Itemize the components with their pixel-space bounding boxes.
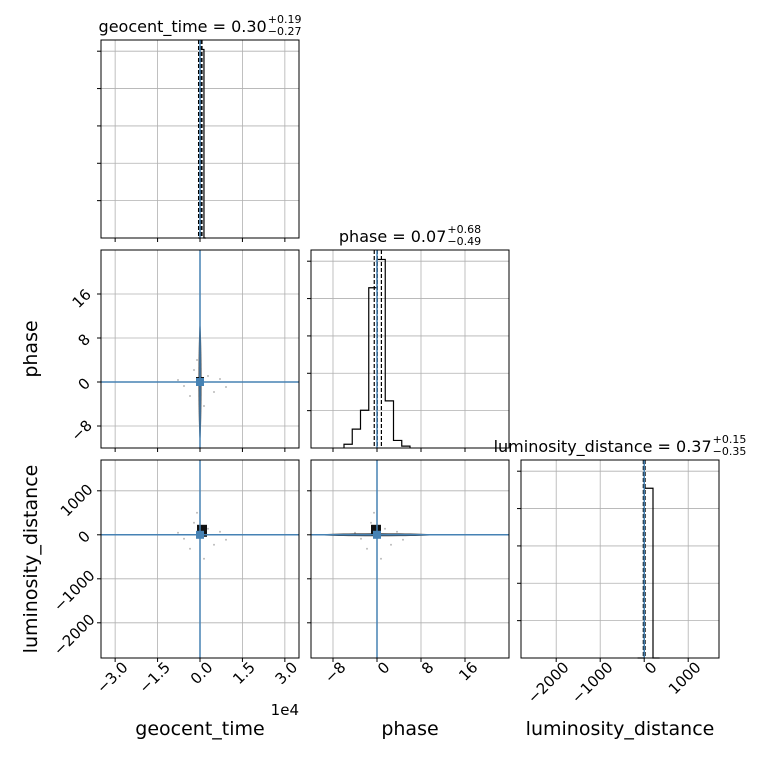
sample-point-geocent_time-phase-3 xyxy=(193,369,195,371)
sample-point-phase-luminosity_distance-9 xyxy=(354,531,356,534)
sample-point-geocent_time-phase-4 xyxy=(219,378,221,380)
title-minus-luminosity_distance: −0.35 xyxy=(713,445,747,458)
density-core-phase-luminosity_distance xyxy=(371,524,381,536)
xtick-label-luminosity_distance-2: 0 xyxy=(641,658,660,677)
sample-point-geocent_time-luminosity_distance-9 xyxy=(177,531,179,534)
title-luminosity_distance: luminosity_distance = 0.37 +0.15−0.35 xyxy=(494,433,747,458)
xtick-label-luminosity_distance-3: 1000 xyxy=(665,658,705,698)
sample-point-phase-luminosity_distance-6 xyxy=(380,557,382,560)
xtick-label-phase-1: 0 xyxy=(374,658,393,677)
sample-point-geocent_time-luminosity_distance-7 xyxy=(196,511,198,514)
title-geocent_time: geocent_time = 0.30 +0.19−0.27 xyxy=(99,13,302,38)
sample-point-geocent_time-luminosity_distance-0 xyxy=(207,527,209,530)
sample-point-phase-luminosity_distance-1 xyxy=(366,547,368,550)
truth-marker-geocent_time-phase xyxy=(196,378,204,386)
xtick-label-phase-3: 16 xyxy=(455,658,481,684)
title-phase: phase = 0.07 +0.68−0.49 xyxy=(339,223,481,248)
ytick-label-phase-3: 16 xyxy=(69,285,95,311)
sample-point-phase-luminosity_distance-2 xyxy=(390,543,392,546)
ytick-label-luminosity_distance-3: 1000 xyxy=(57,480,97,520)
panel-geocent_time-luminosity_distance xyxy=(97,459,300,662)
sample-point-geocent_time-phase-2 xyxy=(213,391,215,393)
xtick-label-phase-0: −8 xyxy=(321,658,349,686)
title-plus-phase: +0.68 xyxy=(447,223,481,236)
sample-point-phase-luminosity_distance-4 xyxy=(396,530,398,533)
sample-point-geocent_time-phase-9 xyxy=(177,379,179,381)
sample-point-geocent_time-luminosity_distance-6 xyxy=(203,557,205,560)
sample-point-phase-luminosity_distance-0 xyxy=(384,527,386,530)
hist-panel-phase xyxy=(307,249,510,452)
ytick-label-luminosity_distance-1: −1000 xyxy=(50,567,99,616)
xtick-label-luminosity_distance-0: −2000 xyxy=(524,658,573,707)
xlabel-geocent_time: geocent_time xyxy=(135,718,264,740)
sample-point-geocent_time-phase-1 xyxy=(189,395,191,397)
frame-phase xyxy=(310,249,510,449)
ylabel-phase: phase xyxy=(20,320,42,377)
sample-point-phase-luminosity_distance-8 xyxy=(402,538,404,541)
frame-geocent_time-phase xyxy=(100,249,300,449)
sample-point-geocent_time-phase-5 xyxy=(183,385,185,387)
xtick-label-luminosity_distance-1: −1000 xyxy=(568,658,617,707)
hist-panel-luminosity_distance xyxy=(517,459,720,662)
ytick-label-luminosity_distance-0: −2000 xyxy=(50,611,99,660)
title-main-geocent_time: geocent_time = 0.30 xyxy=(99,17,267,37)
title-main-luminosity_distance: luminosity_distance = 0.37 xyxy=(494,437,712,457)
panel-geocent_time-phase xyxy=(97,249,300,452)
offset-label-geocent_time: 1e4 xyxy=(271,701,299,719)
sample-point-geocent_time-luminosity_distance-3 xyxy=(193,521,195,524)
title-minus-geocent_time: −0.27 xyxy=(268,25,302,38)
xlabel-phase: phase xyxy=(381,718,438,740)
title-plus-luminosity_distance: +0.15 xyxy=(713,433,747,446)
ylabel-luminosity_distance: luminosity_distance xyxy=(20,465,42,654)
sample-point-geocent_time-luminosity_distance-2 xyxy=(213,543,215,546)
frame-luminosity_distance xyxy=(520,459,720,659)
sample-point-phase-luminosity_distance-7 xyxy=(373,511,375,514)
frame-geocent_time-luminosity_distance xyxy=(100,459,300,659)
xlabel-luminosity_distance: luminosity_distance xyxy=(526,718,715,740)
sample-point-geocent_time-phase-0 xyxy=(207,375,209,377)
ytick-label-phase-1: 0 xyxy=(74,374,93,393)
xtick-label-phase-2: 8 xyxy=(418,658,437,677)
sample-point-geocent_time-luminosity_distance-8 xyxy=(225,538,227,541)
xtick-label-geocent_time-1: −1.5 xyxy=(135,658,173,696)
xtick-label-geocent_time-3: 1.5 xyxy=(229,658,259,688)
title-minus-phase: −0.49 xyxy=(447,235,481,248)
sample-point-geocent_time-phase-6 xyxy=(203,405,205,407)
xtick-label-geocent_time-4: 3.0 xyxy=(272,658,302,688)
sample-point-phase-luminosity_distance-5 xyxy=(360,537,362,540)
sample-point-geocent_time-luminosity_distance-5 xyxy=(183,537,185,540)
hist-panel-geocent_time xyxy=(97,39,300,242)
frame-phase-luminosity_distance xyxy=(310,459,510,659)
xtick-label-geocent_time-2: 0.0 xyxy=(187,658,217,688)
frame-geocent_time xyxy=(100,39,300,239)
sample-point-geocent_time-luminosity_distance-1 xyxy=(189,547,191,550)
sample-point-geocent_time-luminosity_distance-4 xyxy=(219,530,221,533)
sample-point-phase-luminosity_distance-3 xyxy=(370,521,372,524)
truth-marker-phase-luminosity_distance xyxy=(373,530,381,539)
title-main-phase: phase = 0.07 xyxy=(339,227,446,246)
ytick-label-phase-2: 8 xyxy=(74,330,93,349)
ytick-label-phase-0: −8 xyxy=(68,416,96,444)
truth-marker-geocent_time-luminosity_distance xyxy=(196,530,204,539)
sample-point-geocent_time-phase-7 xyxy=(196,359,198,361)
ytick-label-luminosity_distance-2: 0 xyxy=(74,527,93,546)
sample-point-geocent_time-phase-8 xyxy=(225,386,227,388)
histogram-luminosity_distance xyxy=(637,487,660,659)
panel-phase-luminosity_distance xyxy=(307,459,510,662)
title-plus-geocent_time: +0.19 xyxy=(268,13,302,26)
xtick-label-geocent_time-0: −3.0 xyxy=(93,658,131,696)
